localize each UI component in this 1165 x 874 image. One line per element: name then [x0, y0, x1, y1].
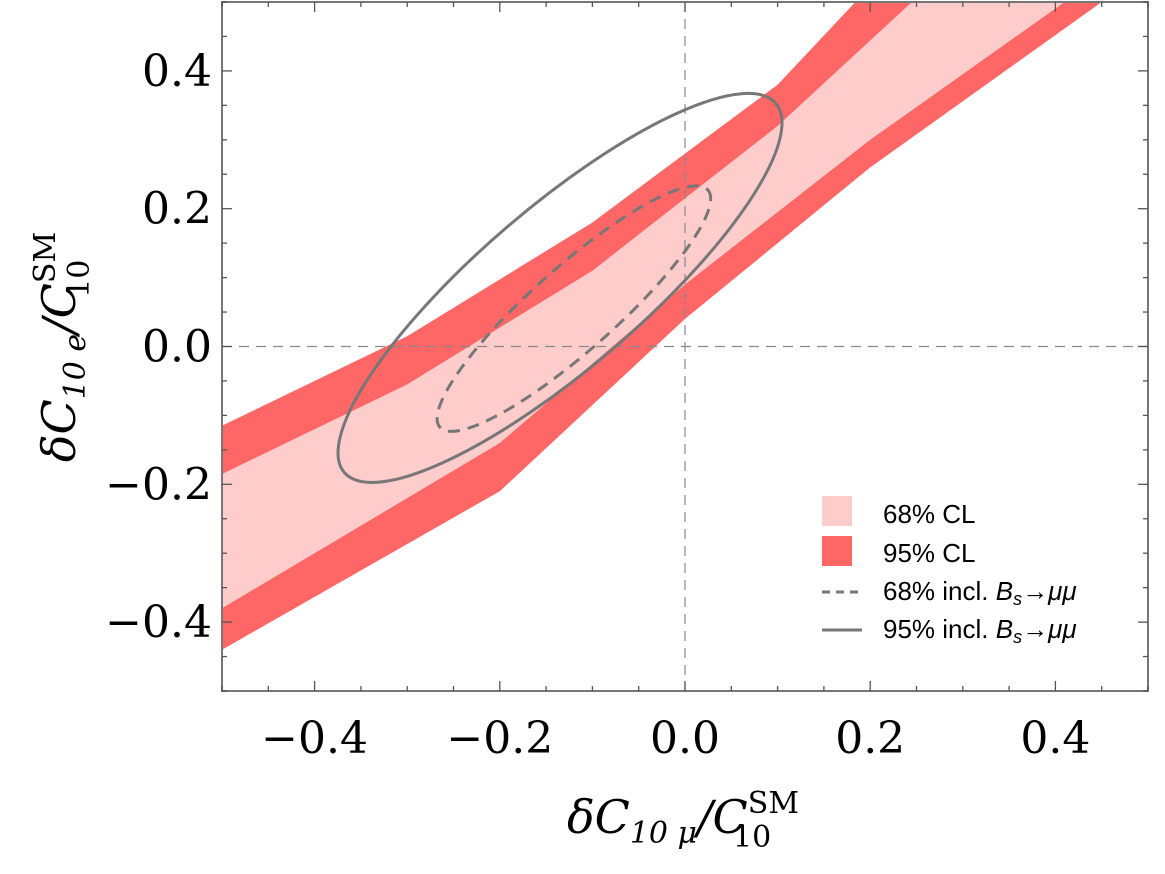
x-axis-label: δC10 μ/CSM 10 — [567, 786, 799, 855]
y-tick-label: 0.4 — [142, 46, 212, 97]
legend-label-68-incl: 68% incl. Bs→μμ — [883, 576, 1077, 609]
plot-area — [222, 2, 1148, 691]
x-tick-label: 0.4 — [1020, 713, 1090, 764]
y-tick-label: 0.0 — [142, 322, 212, 373]
y-tick-label: 0.2 — [142, 184, 212, 235]
x-tick-label: −0.2 — [446, 713, 553, 764]
y-tick-labels: −0.4 −0.2 0.0 0.2 0.4 — [105, 46, 212, 648]
contour-95-incl-bs-mumu — [336, 91, 784, 484]
x-tick-label: 0.2 — [835, 713, 905, 764]
y-tick-label: −0.2 — [105, 459, 212, 510]
legend-swatch-95-cl — [822, 536, 852, 566]
x-tick-label: 0.0 — [650, 713, 720, 764]
x-tick-label: −0.4 — [261, 713, 368, 764]
y-tick-label: −0.4 — [105, 597, 212, 648]
band-68-cl — [222, 2, 1065, 609]
tick-marks — [221, 1, 1149, 692]
legend-label-68-cl: 68% CL — [883, 499, 976, 529]
legend: 68% CL 95% CL 68% incl. Bs→μμ 95% incl. … — [822, 496, 1077, 647]
y-axis-label: δC10 e/CSM10 — [28, 232, 97, 462]
legend-swatch-68-cl — [822, 496, 852, 526]
band-95-cl — [222, 2, 1102, 650]
legend-label-95-cl: 95% CL — [883, 538, 976, 568]
x-tick-labels: −0.4 −0.2 0.0 0.2 0.4 — [261, 713, 1090, 764]
contour-68-incl-bs-mumu — [435, 184, 713, 433]
legend-label-95-incl: 95% incl. Bs→μμ — [883, 614, 1077, 647]
